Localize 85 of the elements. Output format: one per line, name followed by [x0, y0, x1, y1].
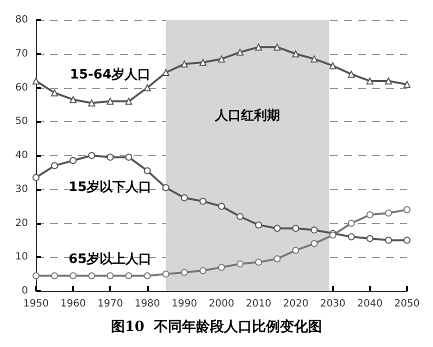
- point: [404, 80, 410, 88]
- point: [404, 236, 410, 244]
- point: [274, 255, 281, 262]
- point: [384, 236, 392, 244]
- text: 图10 不同年龄段人口比例变化图: [110, 318, 322, 335]
- y-tick-label: 40: [15, 150, 28, 161]
- point: [366, 234, 374, 242]
- point: [88, 99, 96, 106]
- y-tick-label: 80: [15, 14, 28, 26]
- point: [274, 224, 281, 232]
- point: [88, 272, 96, 280]
- x-tick-label: 2000: [208, 298, 234, 310]
- point: [51, 272, 58, 280]
- point: [51, 89, 58, 96]
- point: [310, 55, 318, 62]
- point: [51, 162, 58, 170]
- y-tick-label: 20: [15, 218, 28, 229]
- y-tick-label: 50: [15, 116, 28, 128]
- x-tick-label: 1970: [97, 298, 123, 310]
- point: [106, 154, 114, 161]
- point: [348, 233, 355, 240]
- point: [404, 206, 410, 214]
- point: [144, 84, 151, 92]
- x-tick-label: 1980: [134, 298, 160, 310]
- point: [274, 44, 281, 51]
- point: [329, 62, 336, 70]
- series-label: 15-64岁人口: [70, 67, 150, 82]
- y-tick-label: 10: [15, 252, 28, 263]
- point: [125, 154, 132, 161]
- point: [32, 272, 40, 280]
- point: [70, 96, 77, 104]
- point: [384, 77, 392, 84]
- point: [218, 264, 225, 271]
- x-tick-label: 1950: [23, 298, 49, 310]
- point: [180, 194, 188, 202]
- x-tick-label: 2010: [246, 298, 272, 310]
- point: [236, 260, 244, 268]
- point: [106, 272, 114, 280]
- series-label: 65岁以上人口: [68, 252, 152, 267]
- point: [292, 224, 300, 232]
- point: [162, 69, 170, 76]
- x-tick-label: 2050: [394, 298, 420, 310]
- point: [310, 226, 318, 234]
- y-tick-label: 0: [22, 286, 28, 296]
- point: [88, 152, 96, 159]
- point: [348, 70, 355, 78]
- band-label: 人口红利期: [214, 107, 280, 124]
- point: [199, 198, 206, 205]
- point: [255, 44, 262, 51]
- point: [366, 211, 374, 218]
- y-tick-label: 30: [15, 184, 28, 195]
- point: [310, 240, 318, 248]
- point: [199, 267, 206, 274]
- point: [32, 174, 40, 182]
- point: [70, 272, 77, 280]
- point: [255, 258, 262, 266]
- point: [125, 98, 132, 105]
- point: [162, 184, 170, 192]
- point: [366, 77, 374, 84]
- x-tick-label: 1960: [60, 298, 86, 310]
- point: [70, 157, 77, 164]
- point: [144, 167, 151, 174]
- point: [144, 272, 151, 280]
- y-tick-label: 60: [15, 82, 28, 94]
- point: [292, 246, 300, 254]
- point: [199, 58, 206, 66]
- point: [180, 268, 188, 276]
- point: [218, 202, 225, 210]
- y-tick-label: 70: [15, 48, 28, 60]
- point: [236, 48, 244, 56]
- x-tick-label: 2040: [357, 298, 383, 310]
- x-tick-label: 1990: [172, 298, 198, 310]
- x-tick-label: 2020: [282, 298, 308, 310]
- point: [384, 210, 392, 217]
- point: [218, 55, 225, 62]
- x-tick-label: 2030: [320, 298, 346, 310]
- point: [180, 60, 188, 68]
- point: [236, 212, 244, 220]
- point: [106, 98, 114, 105]
- point: [125, 272, 132, 280]
- series-label: 15岁以下人口: [68, 180, 152, 196]
- point: [348, 220, 355, 227]
- point: [255, 221, 262, 228]
- point: [162, 270, 170, 278]
- point: [292, 50, 300, 58]
